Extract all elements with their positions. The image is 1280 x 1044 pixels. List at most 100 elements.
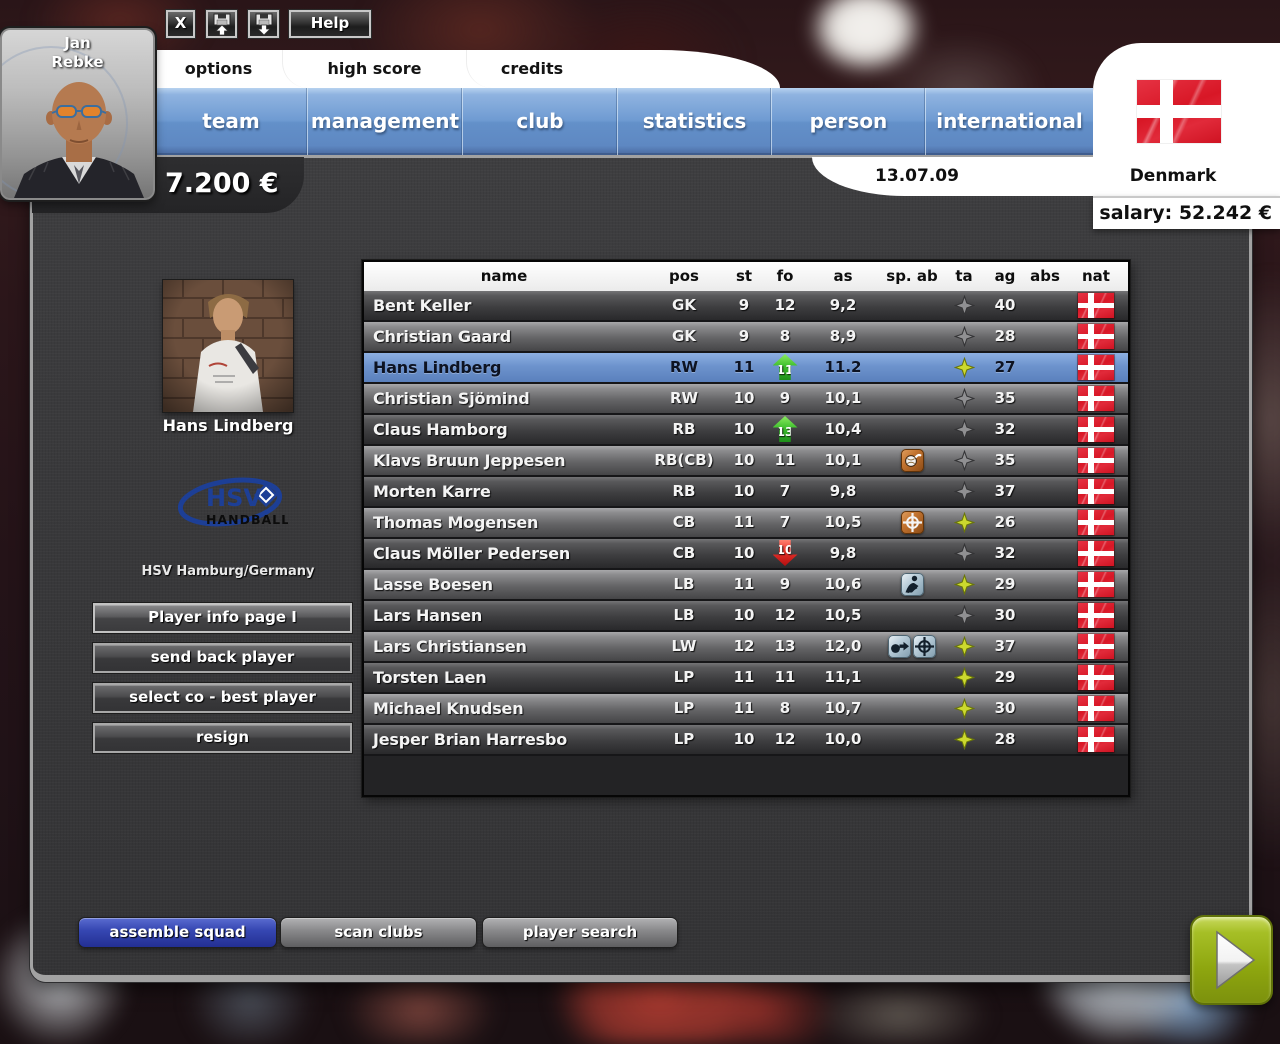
talent-star-gray [944, 477, 984, 506]
player-name: Hans Lindberg [373, 358, 502, 377]
talent-star-gray [944, 601, 984, 630]
age-value: 28 [994, 327, 1016, 345]
absences-value [1026, 384, 1064, 413]
nav-team[interactable]: team [202, 109, 260, 133]
position-value: RW [669, 389, 699, 407]
nationality [1064, 663, 1128, 692]
save-game-button[interactable] [247, 9, 280, 39]
column-header-fo[interactable]: fo [776, 267, 794, 285]
denmark-flag-icon [1078, 324, 1114, 349]
table-row-lasse-boesen[interactable]: Lasse Boesen LB 11 9 10,6 29 [364, 570, 1128, 601]
form-value: 12 [774, 296, 796, 314]
denmark-flag-icon [1078, 603, 1114, 628]
nav-person[interactable]: person [771, 88, 925, 155]
manager-last-name: Rebke [51, 53, 104, 71]
side-button-send-back-player[interactable]: send back player [92, 642, 353, 674]
absences-value [1026, 322, 1064, 351]
load-game-button[interactable] [205, 9, 238, 39]
column-header-pos[interactable]: pos [669, 267, 699, 285]
denmark-flag-icon [1078, 634, 1114, 659]
table-row-jesper-brian-harresbo[interactable]: Jesper Brian Harresbo LP 10 12 10,0 28 [364, 725, 1128, 756]
country-panel [1093, 43, 1280, 159]
talent-star-yellow [944, 570, 984, 599]
bottom-button-player-search[interactable]: player search [482, 917, 678, 948]
special-abilities [880, 539, 944, 568]
nav-management[interactable]: management [307, 88, 462, 155]
help-button[interactable]: Help [288, 9, 372, 39]
bottom-button-assemble-squad[interactable]: assemble squad [78, 917, 277, 948]
table-row-claus-m-ller-pedersen[interactable]: Claus Möller Pedersen CB 10 10 9,8 32 [364, 539, 1128, 570]
tab-credits[interactable]: credits [466, 50, 597, 88]
strength-value: 11 [733, 575, 755, 593]
side-button-resign[interactable]: resign [92, 722, 353, 754]
talent-star-yellow [944, 353, 984, 382]
average-value: 9,2 [829, 296, 857, 314]
table-row-klavs-bruun-jeppesen[interactable]: Klavs Bruun Jeppesen RB(CB) 10 11 10,1 35 [364, 446, 1128, 477]
nav-club[interactable]: club [462, 88, 617, 155]
form-value: 13 [764, 415, 806, 444]
side-button-select-co-best-player[interactable]: select co - best player [92, 682, 353, 714]
close-button[interactable]: X [165, 9, 196, 39]
form-value: 7 [779, 513, 791, 531]
salary-label: salary: 52.242 € [1093, 196, 1280, 229]
table-row-claus-hamborg[interactable]: Claus Hamborg RB 10 13 10,4 32 [364, 415, 1128, 446]
player-name: Bent Keller [373, 296, 472, 315]
table-row-christian-gaard[interactable]: Christian Gaard GK 9 8 8,9 28 [364, 322, 1128, 353]
average-value: 10,7 [824, 699, 862, 717]
side-button-player-info-page-i[interactable]: Player info page I [92, 602, 353, 634]
average-value: 9,8 [829, 482, 857, 500]
column-header-abs[interactable]: abs [1030, 267, 1060, 285]
special-abilities [880, 570, 944, 599]
table-row-thomas-mogensen[interactable]: Thomas Mogensen CB 11 7 10,5 26 [364, 508, 1128, 539]
player-club: HSV Hamburg/Germany [141, 564, 315, 579]
nav-statistics[interactable]: statistics [617, 88, 771, 155]
table-row-morten-karre[interactable]: Morten Karre RB 10 7 9,8 37 [364, 477, 1128, 508]
table-row-christian-sj-mind[interactable]: Christian Sjömind RW 10 9 10,1 35 [364, 384, 1128, 415]
ability-blue-hand-icon [888, 635, 911, 658]
age-value: 35 [994, 451, 1016, 469]
table-row-lars-christiansen[interactable]: Lars Christiansen LW 12 13 12,0 37 [364, 632, 1128, 663]
nationality [1064, 353, 1128, 382]
bottom-button-scan-clubs[interactable]: scan clubs [280, 917, 477, 948]
nav-international[interactable]: international [925, 88, 1093, 155]
denmark-flag-icon [1078, 386, 1114, 411]
player-name: Lasse Boesen [373, 575, 493, 594]
talent-star-gray [944, 291, 984, 320]
average-value: 10,0 [824, 730, 862, 748]
column-header-ta[interactable]: ta [955, 267, 973, 285]
age-value: 37 [994, 637, 1016, 655]
next-button[interactable] [1190, 915, 1273, 1005]
special-abilities [880, 353, 944, 382]
side-button-stack: Player info page I send back player select… [92, 602, 353, 754]
manager-first-name: Jan [64, 34, 91, 52]
age-value: 27 [994, 358, 1016, 376]
denmark-flag-icon [1078, 417, 1114, 442]
average-value: 11,1 [824, 668, 862, 686]
column-header-nat[interactable]: nat [1082, 267, 1110, 285]
floppy-load-icon [208, 12, 235, 36]
main-nav: team management club statistics person intern… [155, 88, 1093, 155]
absences-value [1026, 353, 1064, 382]
special-abilities [880, 601, 944, 630]
tab-strip: options high score credits [155, 50, 780, 88]
position-value: GK [672, 296, 696, 314]
column-header-ag[interactable]: ag [994, 267, 1016, 285]
strength-value: 10 [733, 420, 755, 438]
average-value: 12,0 [824, 637, 862, 655]
talent-star-gray [944, 415, 984, 444]
strength-value: 11 [733, 668, 755, 686]
tab-options[interactable]: options [184, 59, 253, 78]
table-row-lars-hansen[interactable]: Lars Hansen LB 10 12 10,5 30 [364, 601, 1128, 632]
column-header-sp-ab[interactable]: sp. ab [886, 267, 938, 285]
age-value: 26 [994, 513, 1016, 531]
table-row-michael-knudsen[interactable]: Michael Knudsen LP 11 8 10,7 30 [364, 694, 1128, 725]
strength-value: 9 [738, 296, 750, 314]
special-abilities [880, 384, 944, 413]
table-row-bent-keller[interactable]: Bent Keller GK 9 12 9,2 40 [364, 291, 1128, 322]
table-row-hans-lindberg[interactable]: Hans Lindberg RW 11 11 11.2 27 [364, 353, 1128, 384]
table-row-torsten-laen[interactable]: Torsten Laen LP 11 11 11,1 29 [364, 663, 1128, 694]
column-header-st[interactable]: st [735, 267, 753, 285]
column-header-name[interactable]: name [480, 267, 528, 285]
column-header-as[interactable]: as [833, 267, 853, 285]
tab-high-score[interactable]: high score [282, 50, 466, 88]
